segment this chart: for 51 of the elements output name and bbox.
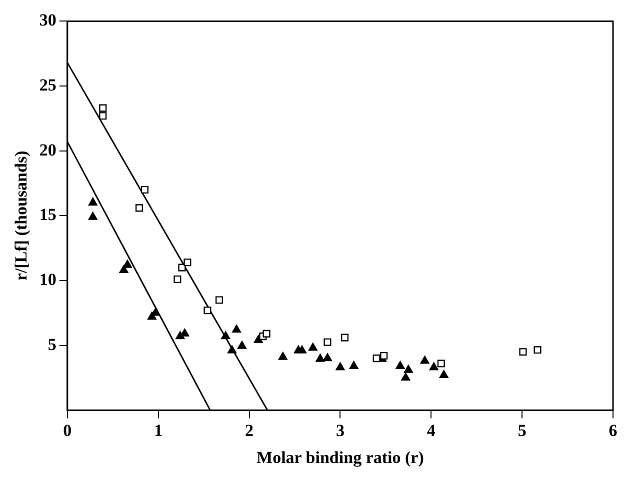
- point: [429, 362, 438, 370]
- y-tick-label: 5: [48, 334, 56, 354]
- point: [396, 361, 405, 369]
- y-tick-label: 10: [39, 270, 56, 289]
- point: [349, 361, 358, 369]
- point: [215, 296, 224, 304]
- point: [324, 338, 332, 346]
- point: [135, 204, 144, 212]
- point: [404, 364, 413, 373]
- point: [221, 331, 230, 340]
- point: [519, 348, 527, 356]
- point: [178, 264, 186, 272]
- y-tick-label: 20: [39, 140, 56, 160]
- point: [88, 198, 98, 206]
- point: [88, 212, 98, 220]
- point: [336, 362, 345, 370]
- point: [420, 356, 430, 364]
- x-tick-label: 0: [63, 420, 72, 440]
- point: [237, 340, 246, 349]
- point: [308, 342, 318, 351]
- x-tick-label: 5: [518, 420, 526, 440]
- point: [372, 354, 380, 362]
- x-tick-label: 4: [426, 420, 436, 440]
- y-tick-label: 30: [39, 10, 56, 30]
- point: [232, 324, 242, 333]
- point: [340, 334, 349, 342]
- point: [380, 352, 388, 360]
- x-axis-title: Molar binding ratio (r): [256, 448, 424, 468]
- point: [184, 258, 192, 266]
- point: [534, 346, 542, 354]
- point: [316, 354, 325, 362]
- y-tick-label: 25: [39, 75, 56, 94]
- point: [99, 104, 107, 112]
- point: [401, 372, 410, 381]
- point: [99, 112, 107, 120]
- point: [439, 370, 448, 378]
- point: [227, 345, 236, 354]
- x-tick-label: 1: [154, 420, 163, 440]
- point: [140, 186, 148, 194]
- point: [204, 306, 212, 314]
- point: [262, 330, 270, 338]
- point: [298, 345, 307, 354]
- x-tick-label: 2: [245, 420, 254, 440]
- point: [278, 352, 288, 360]
- x-tick-label: 6: [608, 420, 618, 440]
- x-tick-label: 3: [336, 420, 344, 440]
- y-tick-label: 15: [39, 205, 56, 224]
- y-axis-title: r/[Lf] (thousands): [12, 150, 31, 281]
- point: [174, 275, 182, 284]
- point: [437, 360, 445, 368]
- point: [322, 353, 332, 362]
